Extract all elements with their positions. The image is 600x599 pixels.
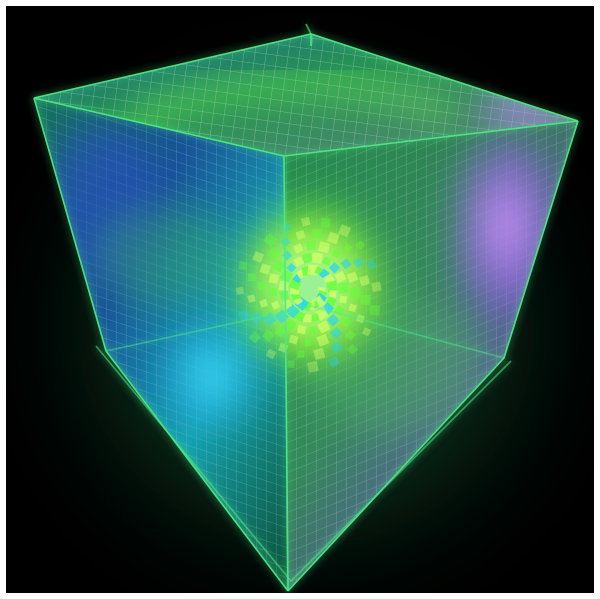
voxel (365, 259, 377, 270)
voxel (358, 274, 371, 287)
voxel (338, 224, 352, 238)
voxel (285, 304, 300, 319)
voxel (317, 320, 331, 334)
voxel (327, 355, 341, 368)
voxel (257, 282, 266, 291)
voxel (279, 269, 293, 283)
cube-wireframe (33, 23, 579, 592)
voxel (306, 240, 316, 251)
image-frame (6, 6, 594, 593)
voxel (312, 229, 322, 238)
voxel (360, 294, 371, 305)
voxel (346, 271, 359, 284)
voxel (284, 318, 298, 331)
voxel (261, 329, 275, 343)
voxel (311, 252, 323, 264)
voxel (293, 243, 304, 254)
voxel (328, 262, 341, 274)
voxel (371, 281, 382, 293)
voxel (287, 360, 296, 369)
voxel (259, 298, 269, 308)
voxel (268, 287, 278, 297)
voxel (352, 257, 364, 269)
voxel (346, 343, 359, 356)
voxel (297, 324, 307, 335)
voxel (342, 243, 353, 253)
voxel (266, 246, 281, 261)
voxel (321, 256, 332, 267)
voxel (316, 333, 330, 347)
cube-left-face (34, 98, 288, 591)
voxel (311, 313, 320, 322)
voxel (237, 308, 251, 323)
voxel (306, 360, 319, 373)
voxel-cube-scene (26, 23, 586, 593)
voxel (303, 313, 312, 323)
voxel (313, 347, 326, 360)
voxel (337, 282, 350, 294)
voxel (279, 290, 289, 300)
voxel (340, 316, 352, 328)
voxel (320, 217, 331, 228)
voxel (247, 294, 256, 303)
voxel (274, 325, 287, 338)
voxel (250, 311, 265, 326)
voxel (238, 261, 248, 271)
voxel (247, 273, 257, 282)
voxel (286, 262, 297, 273)
voxel (330, 340, 343, 354)
voxel (268, 273, 280, 284)
voxel (369, 304, 381, 316)
voxel (348, 303, 357, 313)
voxel (329, 290, 337, 298)
voxel (329, 326, 343, 340)
voxel (326, 280, 338, 293)
voxel (331, 248, 342, 259)
voxel (304, 338, 312, 347)
voxel (272, 259, 286, 273)
voxel (355, 240, 366, 251)
voxel (259, 263, 271, 275)
voxel (334, 270, 347, 283)
voxel (349, 287, 361, 298)
voxel-swirl (231, 196, 391, 376)
voxel (326, 231, 340, 245)
voxel (361, 327, 372, 337)
voxel (265, 348, 277, 360)
voxel (263, 232, 278, 247)
voxel (295, 229, 306, 240)
voxel (278, 280, 289, 291)
voxel (248, 330, 262, 344)
voxel (302, 252, 313, 264)
voxel (339, 295, 348, 304)
voxel (340, 258, 352, 270)
voxel (297, 350, 305, 358)
voxel (288, 334, 299, 345)
voxel (318, 241, 331, 254)
voxel (271, 300, 281, 310)
voxel (280, 236, 291, 247)
voxel (300, 216, 311, 227)
voxel (344, 329, 357, 341)
voxel (326, 313, 340, 327)
voxel (293, 256, 305, 268)
voxel (235, 286, 244, 295)
voxel (252, 251, 265, 263)
voxel (309, 326, 317, 335)
